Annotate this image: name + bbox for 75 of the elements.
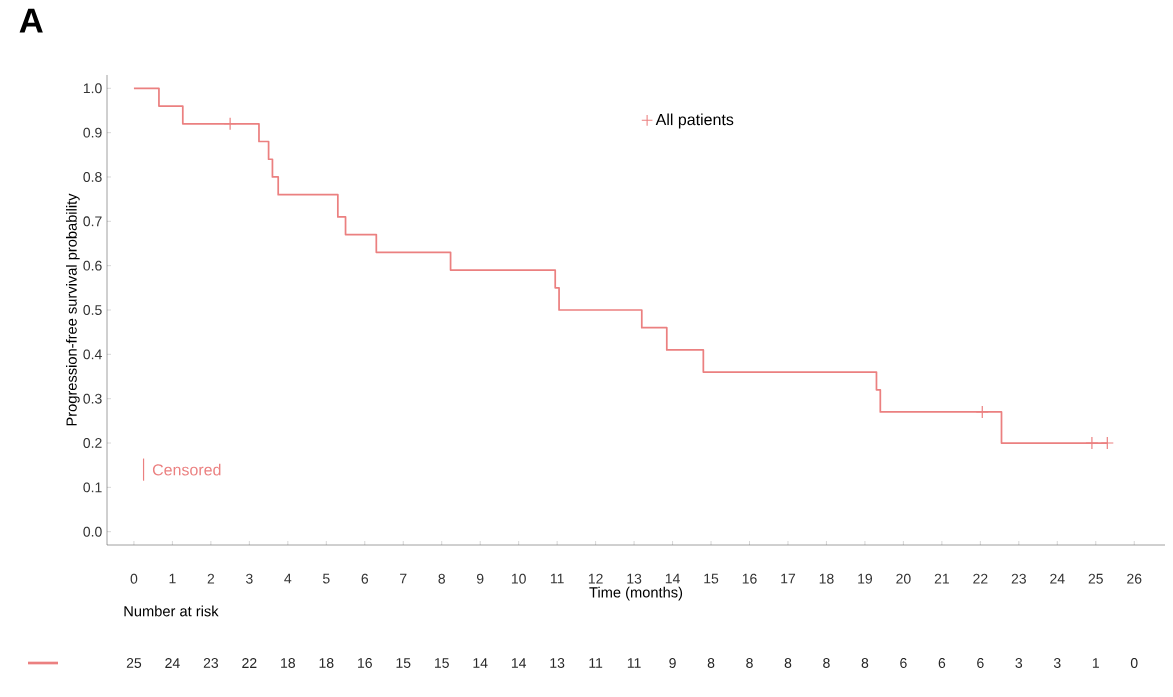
y-tick-label: 0.6: [83, 260, 102, 271]
text: 18: [281, 658, 295, 668]
y-tick-label: 0.9: [83, 127, 102, 138]
y-tick-label: 0.8: [83, 172, 102, 182]
x-tick-label: 13: [627, 573, 642, 584]
text: 1: [1092, 658, 1099, 668]
text: 11: [589, 658, 603, 668]
x-tick-label: 20: [896, 573, 911, 584]
point: [223, 117, 237, 131]
x-tick-label: 7: [400, 573, 407, 584]
text: 15: [435, 658, 449, 668]
y-tick-label: 0.5: [83, 305, 102, 315]
x-tick-label: 12: [588, 573, 603, 584]
chart-title: A: [19, 8, 43, 33]
y-tick-label: 0.7: [83, 216, 102, 227]
text: 6: [977, 658, 984, 668]
y-tick-label: 1.0: [83, 83, 102, 94]
text: 8: [746, 658, 753, 668]
text: 14: [511, 658, 527, 668]
text: 6: [900, 658, 907, 668]
y-tick-label: 0.3: [83, 393, 102, 404]
x-tick-label: 5: [322, 573, 330, 584]
x-tick-label: 14: [665, 573, 680, 584]
text: 23: [203, 658, 219, 668]
x-tick-label: 26: [1127, 573, 1142, 584]
text: 24: [165, 658, 180, 668]
x-tick-label: 22: [973, 573, 988, 584]
text: 16: [358, 658, 372, 668]
point: [1100, 436, 1114, 450]
x-tick-label: 9: [476, 573, 484, 584]
text: 8: [823, 658, 830, 668]
y-tick-label: 0.0: [83, 526, 102, 537]
x-tick-label: 24: [1050, 573, 1065, 584]
y-tick-label: 0.2: [83, 438, 102, 448]
text: 18: [319, 658, 334, 668]
x-tick-label: 18: [819, 573, 834, 584]
point: [1085, 436, 1099, 450]
x-tick-label: 11: [550, 573, 564, 584]
text: 11: [627, 658, 641, 668]
y-tick-label: 0.4: [83, 349, 102, 360]
x-tick-label: 1: [169, 573, 176, 584]
x-tick-label: 16: [742, 573, 757, 584]
x-tick-label: 4: [284, 573, 292, 584]
legend-label: All patients: [655, 113, 734, 129]
text: 8: [861, 658, 869, 668]
x-tick-label: 8: [438, 573, 445, 584]
x-tick-label: 10: [511, 573, 526, 584]
x-tick-label: 6: [361, 573, 369, 584]
text: 3: [1053, 658, 1061, 668]
x-tick-label: 0: [130, 573, 138, 584]
x-tick-label: 21: [934, 573, 949, 584]
x-axis-title: Time (months): [589, 586, 683, 601]
text: 22: [242, 658, 257, 668]
x-tick-label: 25: [1088, 573, 1103, 584]
x-tick-label: 15: [704, 573, 719, 584]
text: 3: [1015, 658, 1023, 668]
text: 8: [707, 658, 715, 668]
legend-label: Censored: [152, 463, 221, 476]
text: 6: [938, 658, 946, 668]
text: 14: [473, 658, 488, 668]
y-tick-label: 0.1: [83, 482, 102, 493]
point: [975, 405, 989, 419]
x-tick-label: 2: [207, 573, 215, 584]
text: 0: [1130, 658, 1138, 668]
text: 8: [784, 658, 792, 668]
x-tick-label: 19: [858, 573, 873, 584]
text: Number at risk: [124, 605, 219, 617]
text: 9: [669, 658, 676, 668]
x-tick-label: 17: [781, 573, 796, 584]
text: 25: [126, 658, 142, 668]
text: 15: [396, 658, 411, 668]
text: 13: [550, 658, 565, 668]
x-tick-label: 23: [1011, 573, 1026, 584]
x-tick-label: 3: [245, 573, 253, 584]
y-axis-title: Progression-free survival probability: [66, 193, 80, 426]
